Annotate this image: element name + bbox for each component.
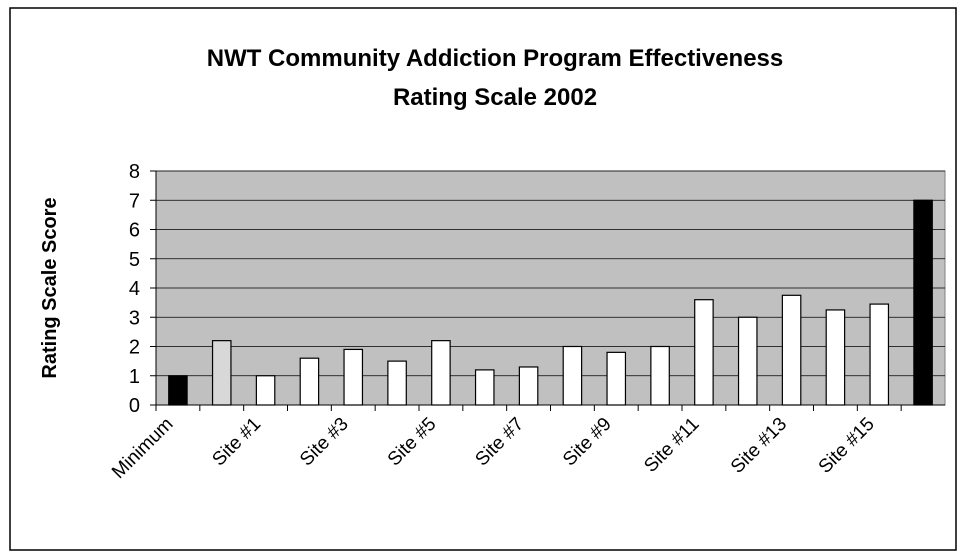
chart-title: Rating Scale 2002 <box>393 84 597 111</box>
y-axis-title: Rating Scale Score <box>39 197 61 378</box>
bar <box>869 303 890 406</box>
bar <box>299 357 320 406</box>
y-tick-label: 7 <box>129 190 140 212</box>
bar <box>694 299 714 406</box>
y-tick-label: 0 <box>129 395 140 417</box>
bar <box>343 348 364 406</box>
chart-title: NWT Community Addiction Program Effectiv… <box>207 45 784 72</box>
bar <box>606 351 627 406</box>
bar <box>518 366 539 406</box>
y-tick-label: 4 <box>129 278 140 300</box>
bar <box>562 345 583 406</box>
bar <box>431 340 451 406</box>
y-tick-label: 1 <box>129 366 140 388</box>
y-tick-label: 6 <box>129 220 140 242</box>
bar <box>168 375 188 406</box>
bar <box>474 369 495 406</box>
y-tick-label: 5 <box>129 249 140 271</box>
bar <box>825 309 846 406</box>
bar <box>781 294 802 406</box>
bar <box>387 360 407 406</box>
bar <box>211 340 232 406</box>
bar <box>737 316 758 406</box>
y-tick-label: 2 <box>129 337 140 359</box>
y-tick-label: 3 <box>129 307 140 329</box>
bar <box>255 375 276 406</box>
bar <box>913 199 933 406</box>
bar <box>650 345 670 406</box>
y-tick-label: 8 <box>129 161 140 183</box>
